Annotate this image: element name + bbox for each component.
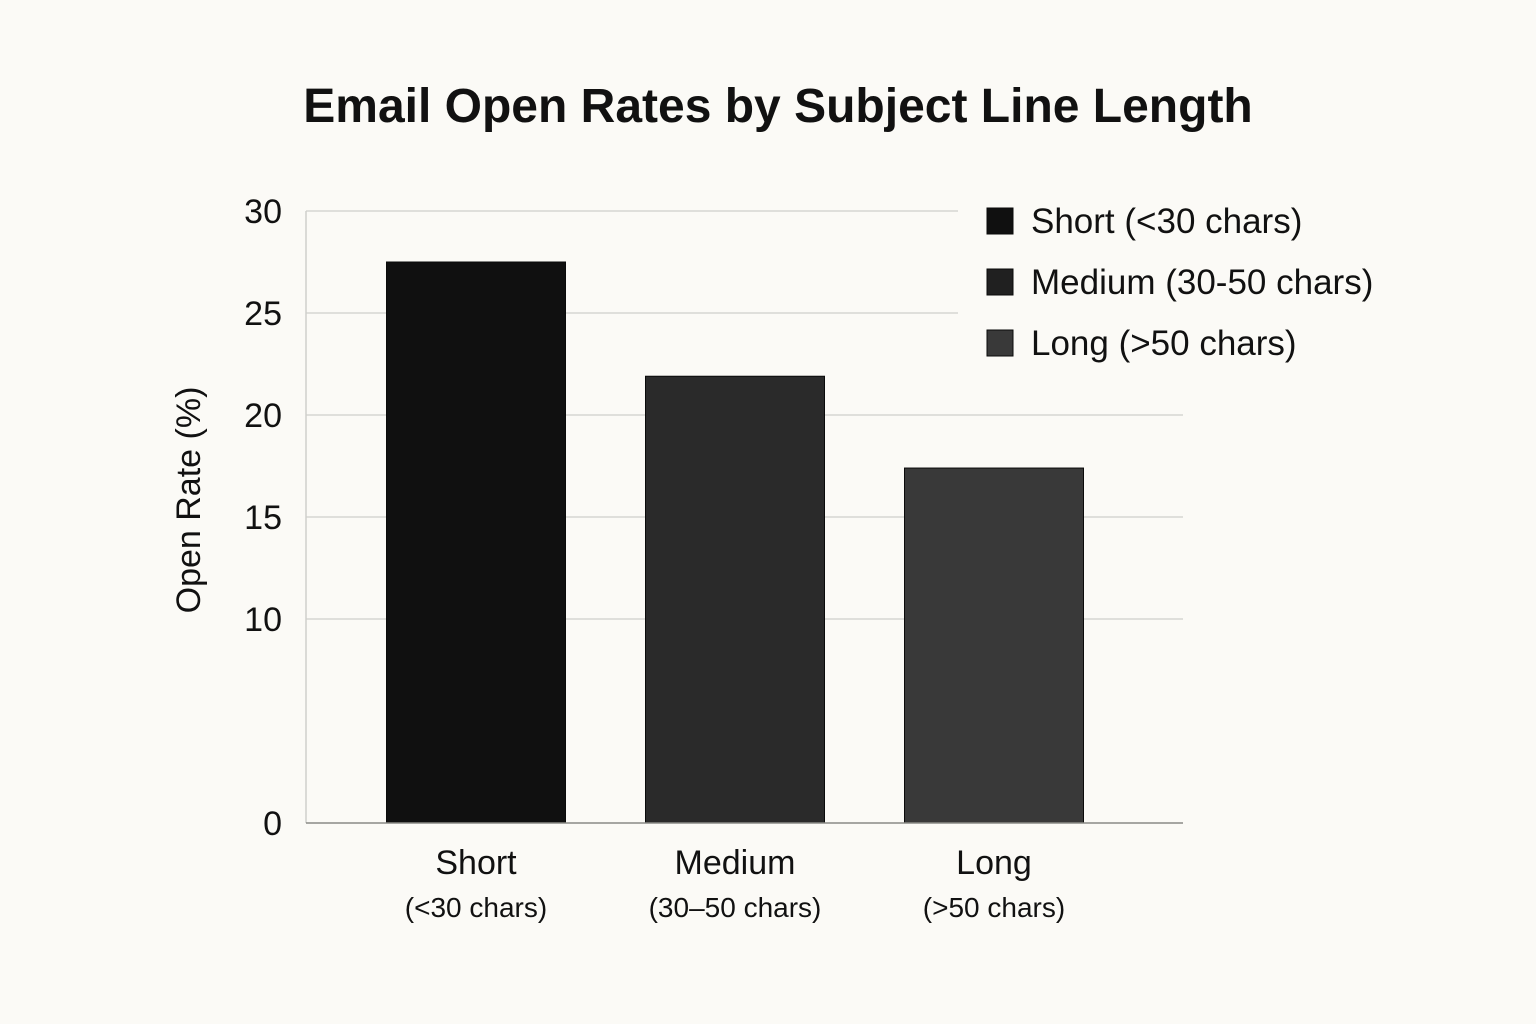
legend-label: Medium (30-50 chars) (1031, 263, 1373, 302)
chart-title: Email Open Rates by Subject Line Length (303, 80, 1253, 133)
legend-swatch (986, 268, 1014, 296)
x-tick-label: Short (435, 844, 517, 882)
legend-label: Short (<30 chars) (1031, 202, 1302, 241)
x-tick-sublabel: (<30 chars) (405, 892, 547, 923)
bar (386, 261, 566, 824)
bars (386, 261, 1084, 824)
legend-label: Long (>50 chars) (1031, 324, 1297, 363)
y-tick-label: 25 (244, 295, 282, 333)
y-tick-label: 10 (244, 601, 282, 639)
legend-swatch (986, 207, 1014, 235)
x-tick-label: Medium (675, 844, 796, 882)
x-tick-sublabel: (30–50 chars) (649, 892, 822, 923)
legend-swatch (986, 329, 1014, 357)
bar (904, 467, 1084, 824)
y-tick-label: 30 (244, 193, 282, 231)
y-tick-label: 20 (244, 397, 282, 435)
x-tick-labels: Short (<30 chars) Medium (30–50 chars) Long (… (405, 844, 1065, 923)
x-tick-sublabel: (>50 chars) (923, 892, 1065, 923)
legend: Short (<30 chars) Medium (30-50 chars) Lon… (986, 202, 1373, 363)
x-tick-label: Long (956, 844, 1032, 882)
y-tick-label: 0 (263, 805, 282, 843)
y-tick-label: 15 (244, 499, 282, 537)
y-ticks: 0 10 15 20 25 30 (244, 193, 282, 843)
bar (645, 375, 825, 824)
y-axis-label: Open Rate (%) (170, 387, 208, 614)
